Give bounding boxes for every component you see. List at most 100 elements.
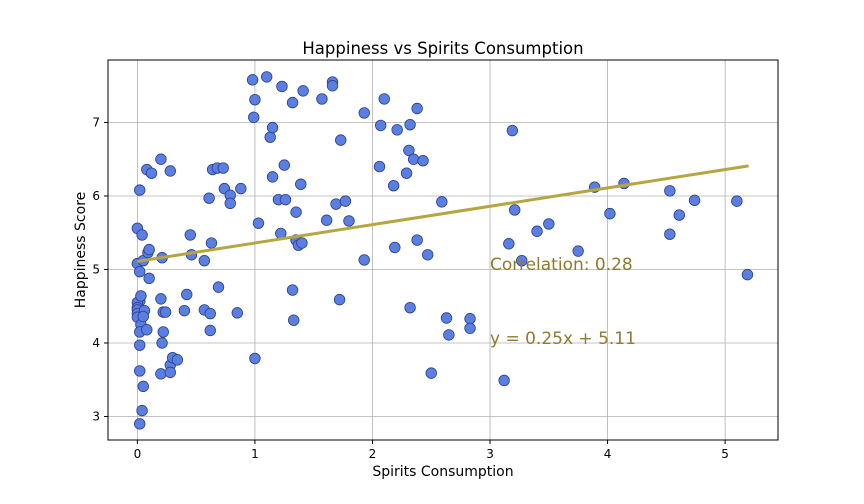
data-point — [391, 124, 403, 136]
data-point — [212, 281, 225, 293]
data-point — [389, 241, 401, 254]
data-point — [443, 329, 455, 341]
data-point — [157, 326, 169, 338]
data-point — [290, 206, 302, 218]
data-point — [231, 307, 243, 319]
data-point — [134, 265, 146, 278]
data-point — [330, 198, 342, 210]
data-point — [358, 107, 370, 119]
data-point — [464, 322, 476, 334]
data-point — [316, 93, 328, 105]
data-point — [134, 418, 146, 430]
y-axis-label: Happiness Score — [73, 192, 89, 309]
data-point — [664, 228, 676, 240]
data-point — [135, 290, 147, 302]
data-point — [246, 74, 259, 86]
data-point — [224, 197, 236, 210]
data-point — [252, 217, 265, 229]
data-point — [143, 243, 155, 256]
data-point — [295, 178, 307, 190]
data-point — [145, 167, 158, 179]
data-point — [288, 314, 300, 326]
y-tick-label: 3 — [92, 409, 100, 423]
chart-title: Happiness vs Spirits Consumption — [302, 39, 583, 58]
y-tick-label: 4 — [92, 336, 100, 350]
data-point — [417, 154, 429, 167]
data-point — [572, 245, 584, 257]
data-point — [373, 160, 386, 173]
data-point — [164, 366, 176, 379]
data-point — [425, 367, 437, 379]
x-axis-ticks: 0 1 2 3 4 5 — [134, 440, 729, 461]
data-point — [422, 249, 434, 261]
data-point — [171, 354, 184, 366]
data-point — [164, 165, 176, 177]
data-point — [155, 153, 167, 165]
data-point — [235, 182, 247, 195]
data-point — [141, 324, 153, 336]
data-point — [387, 179, 400, 192]
data-point — [375, 119, 387, 132]
data-point — [673, 209, 685, 221]
data-point — [400, 167, 413, 179]
data-point — [264, 131, 276, 143]
data-point — [411, 102, 423, 115]
data-point — [378, 93, 390, 105]
data-point — [731, 195, 743, 207]
data-point — [249, 352, 261, 365]
data-point — [137, 310, 149, 323]
x-tick-label: 2 — [369, 447, 377, 461]
data-point — [404, 301, 416, 314]
y-tick-label: 6 — [92, 189, 100, 203]
regression-equation-annotation: y = 0.25x + 5.11 — [490, 329, 636, 349]
data-point — [404, 118, 416, 131]
data-point — [343, 215, 355, 227]
x-tick-label: 1 — [251, 447, 259, 461]
data-point — [440, 312, 453, 324]
data-point — [286, 96, 299, 109]
data-point — [217, 162, 229, 174]
data-point — [506, 124, 519, 137]
data-points — [131, 71, 754, 430]
data-point — [204, 307, 216, 320]
x-tick-label: 5 — [721, 447, 729, 461]
plot-area-frame — [107, 59, 779, 441]
data-point — [543, 218, 555, 230]
data-point — [335, 134, 347, 146]
data-point — [286, 284, 299, 296]
data-point — [137, 380, 149, 393]
x-tick-label: 4 — [604, 447, 612, 461]
data-point — [664, 185, 676, 197]
data-point — [181, 288, 193, 301]
data-point — [134, 365, 146, 377]
data-point — [320, 214, 333, 226]
x-tick-label: 0 — [134, 447, 142, 461]
data-point — [205, 237, 218, 249]
data-point — [604, 207, 616, 220]
data-point — [136, 229, 148, 241]
data-point — [156, 337, 168, 349]
data-point — [248, 111, 260, 124]
grid-lines — [108, 60, 778, 440]
data-point — [204, 324, 216, 337]
data-point — [464, 313, 476, 325]
data-point — [296, 237, 308, 249]
data-point — [260, 71, 273, 83]
data-point — [403, 144, 415, 157]
data-point — [266, 121, 279, 134]
data-point — [278, 159, 291, 171]
data-point — [134, 184, 146, 196]
data-point — [136, 404, 148, 417]
data-point — [339, 195, 352, 207]
x-tick-label: 3 — [486, 447, 494, 461]
data-point — [333, 293, 346, 306]
data-point — [358, 254, 370, 266]
data-point — [134, 339, 146, 351]
data-point — [688, 194, 701, 207]
data-point — [279, 193, 292, 206]
data-point — [741, 268, 754, 281]
data-point — [198, 254, 211, 267]
data-point — [509, 204, 521, 216]
data-point — [407, 153, 420, 165]
